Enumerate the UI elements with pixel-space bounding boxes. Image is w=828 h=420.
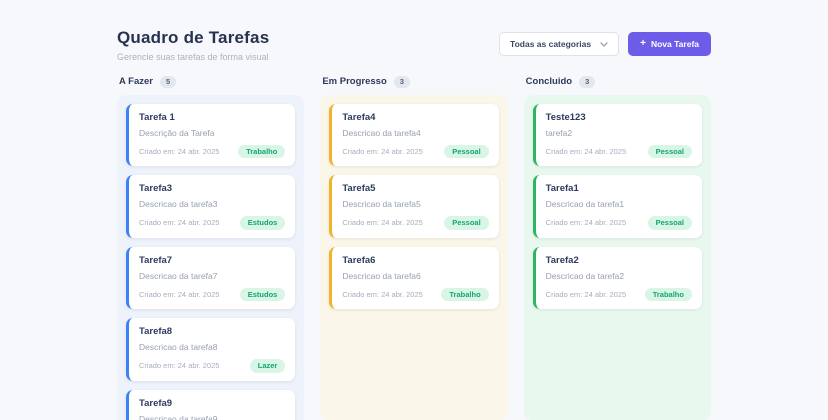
column-header: Em Progresso 3 <box>322 76 505 88</box>
task-category-badge: Trabalho <box>238 144 286 158</box>
task-created-date: Criado em: 24 abr. 2025 <box>545 289 627 299</box>
task-card[interactable]: Tarefa1 Descricao da tarefa1 Criado em: … <box>532 175 702 238</box>
task-created-date: Criado em: 24 abr. 2025 <box>139 218 220 228</box>
column-body: Tarefa4 Descricao da tarefa4 Criado em: … <box>320 94 508 420</box>
column-body: Tarefa 1 Descrição da Tarefa Criado em: … <box>117 94 305 420</box>
task-created-date: Criado em: 24 abr. 2025 <box>139 146 220 156</box>
column-count-badge: 3 <box>393 76 410 88</box>
task-title: Tarefa 1 <box>139 111 175 123</box>
task-category-badge: Pessoal <box>444 144 489 158</box>
column-title: A Fazer <box>119 76 153 88</box>
task-category-badge: Pessoal <box>444 216 489 230</box>
task-card-footer: Criado em: 24 abr. 2025 Trabalho <box>342 287 489 301</box>
task-title: Tarefa8 <box>139 326 173 337</box>
task-description: tarefa2 <box>545 127 573 138</box>
column-title: Concluido <box>525 76 573 88</box>
page-title: Quadro de Tarefas <box>117 28 270 47</box>
task-title: Tarefa1 <box>545 183 579 194</box>
task-card[interactable]: Tarefa7 Descricao da tarefa7 Criado em: … <box>126 246 296 309</box>
task-description: Descricao da tarefa7 <box>139 270 218 281</box>
task-title: Teste123 <box>545 111 586 123</box>
new-task-label: Nova Tarefa <box>650 39 699 49</box>
task-category-badge: Trabalho <box>441 287 489 301</box>
column-title: Em Progresso <box>322 76 387 88</box>
task-description: Descricao da tarefa8 <box>139 342 218 352</box>
task-card[interactable]: Tarefa6 Descricao da tarefa6 Criado em: … <box>329 246 499 309</box>
task-description: Descricao da tarefa6 <box>342 270 421 281</box>
page-heading: Quadro de Tarefas Gerencie suas tarefas … <box>117 28 269 62</box>
task-category-badge: Estudos <box>239 287 286 301</box>
column-body: Teste123 tarefa2 Criado em: 24 abr. 2025… <box>523 94 711 420</box>
task-title: Tarefa7 <box>139 254 173 266</box>
task-card[interactable]: Tarefa4 Descricao da tarefa4 Criado em: … <box>329 103 499 166</box>
plus-icon: + <box>640 38 646 49</box>
task-created-date: Criado em: 24 abr. 2025 <box>342 146 423 156</box>
task-category-badge: Pessoal <box>647 144 692 158</box>
chevron-down-icon <box>600 41 608 47</box>
task-title: Tarefa4 <box>342 111 376 123</box>
task-created-date: Criado em: 24 abr. 2025 <box>545 146 627 156</box>
task-description: Descricao da tarefa4 <box>342 127 421 138</box>
task-title: Tarefa5 <box>342 183 376 194</box>
task-card[interactable]: Tarefa5 Descricao da tarefa5 Criado em: … <box>329 175 499 238</box>
task-title: Tarefa9 <box>139 397 173 409</box>
task-card-footer: Criado em: 24 abr. 2025 Trabalho <box>139 144 286 158</box>
task-created-date: Criado em: 24 abr. 2025 <box>139 289 220 299</box>
kanban-column: A Fazer 5 Tarefa 1 Descrição da Tarefa C… <box>117 76 305 420</box>
task-card-footer: Criado em: 24 abr. 2025 Pessoal <box>342 144 489 158</box>
task-description: Descricao da tarefa2 <box>545 270 625 281</box>
task-card-footer: Criado em: 24 abr. 2025 Pessoal <box>546 216 692 230</box>
kanban-column: Concluido 3 Teste123 tarefa2 Criado em: … <box>523 76 711 420</box>
task-description: Descricao da tarefa1 <box>545 199 625 209</box>
column-count-badge: 5 <box>159 76 177 88</box>
kanban-board: A Fazer 5 Tarefa 1 Descrição da Tarefa C… <box>117 76 711 420</box>
task-category-badge: Trabalho <box>644 287 692 301</box>
new-task-button[interactable]: + Nova Tarefa <box>628 32 711 56</box>
category-filter-select[interactable]: Todas as categorias <box>499 32 620 56</box>
task-created-date: Criado em: 24 abr. 2025 <box>545 218 627 228</box>
page-header: Quadro de Tarefas Gerencie suas tarefas … <box>117 28 711 62</box>
task-category-badge: Estudos <box>239 216 286 230</box>
task-card[interactable]: Tarefa3 Descricao da tarefa3 Criado em: … <box>126 175 296 238</box>
task-card[interactable]: Tarefa2 Descricao da tarefa2 Criado em: … <box>532 246 702 309</box>
task-board-page: Quadro de Tarefas Gerencie suas tarefas … <box>117 0 711 420</box>
task-card[interactable]: Tarefa8 Descricao da tarefa8 Criado em: … <box>126 318 296 381</box>
task-card-footer: Criado em: 24 abr. 2025 Pessoal <box>342 216 489 230</box>
task-card[interactable]: Tarefa 1 Descrição da Tarefa Criado em: … <box>126 103 296 166</box>
kanban-column: Em Progresso 3 Tarefa4 Descricao da tare… <box>320 76 508 420</box>
column-header: Concluido 3 <box>526 76 709 88</box>
task-card-footer: Criado em: 24 abr. 2025 Trabalho <box>545 287 692 301</box>
task-card-footer: Criado em: 24 abr. 2025 Estudos <box>139 287 286 301</box>
task-description: Descrição da Tarefa <box>139 127 215 138</box>
task-description: Descricao da tarefa5 <box>342 199 421 209</box>
column-count-badge: 3 <box>579 76 596 88</box>
column-header: A Fazer 5 <box>119 76 302 88</box>
task-created-date: Criado em: 24 abr. 2025 <box>139 361 220 371</box>
task-card[interactable]: Teste123 tarefa2 Criado em: 24 abr. 2025… <box>532 103 702 166</box>
task-created-date: Criado em: 24 abr. 2025 <box>342 218 423 228</box>
task-card-footer: Criado em: 24 abr. 2025 Lazer <box>139 359 286 373</box>
task-title: Tarefa6 <box>342 254 376 266</box>
task-card[interactable]: Tarefa9 Descricao da tarefa9 Criado em: … <box>126 389 296 420</box>
task-title: Tarefa3 <box>139 183 173 194</box>
task-category-badge: Pessoal <box>647 216 692 230</box>
page-subtitle: Gerencie suas tarefas de forma visual <box>117 52 269 62</box>
task-description: Descricao da tarefa3 <box>139 199 218 209</box>
task-title: Tarefa2 <box>545 254 579 266</box>
task-created-date: Criado em: 24 abr. 2025 <box>342 289 423 299</box>
task-card-footer: Criado em: 24 abr. 2025 Pessoal <box>545 144 692 158</box>
category-filter-value: Todas as categorias <box>510 39 592 49</box>
task-description: Descricao da tarefa9 <box>139 413 218 420</box>
task-card-footer: Criado em: 24 abr. 2025 Estudos <box>139 216 286 230</box>
task-category-badge: Lazer <box>249 359 286 373</box>
header-actions: Todas as categorias + Nova Tarefa <box>499 32 711 56</box>
